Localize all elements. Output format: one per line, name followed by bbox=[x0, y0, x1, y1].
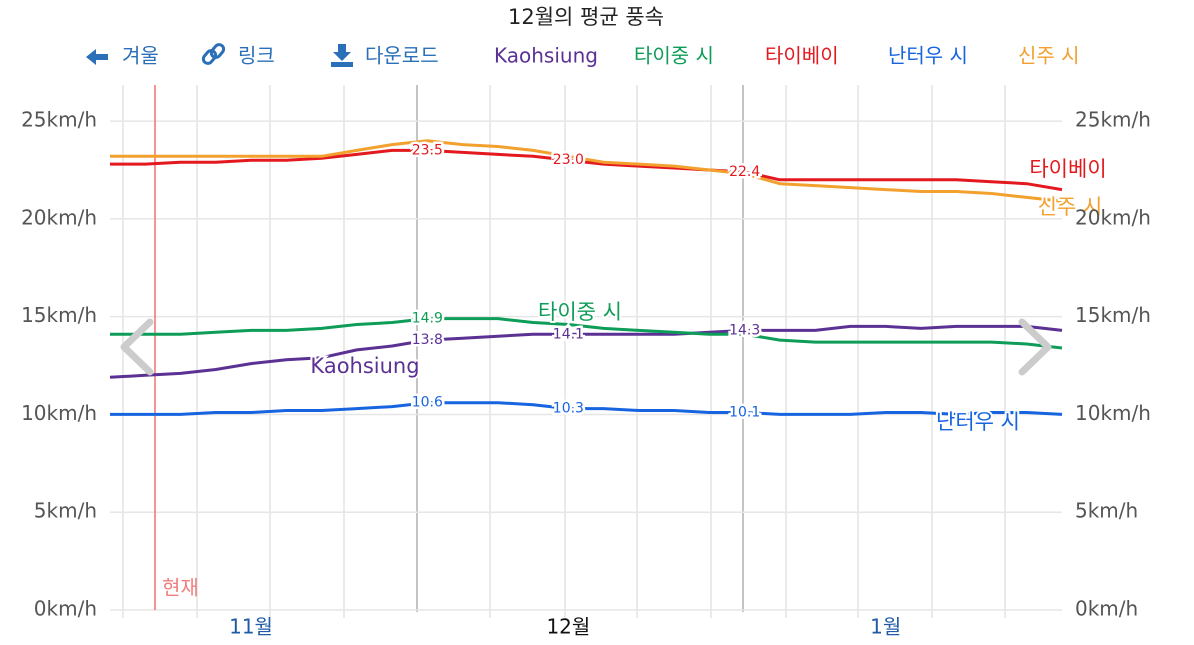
data-label: 13.8 bbox=[412, 332, 443, 348]
series-line bbox=[110, 148, 1063, 192]
data-label: 10.6 bbox=[412, 395, 443, 411]
y2-tick-label: 10km/h bbox=[1075, 401, 1151, 425]
y-tick-label: 5km/h bbox=[34, 499, 97, 523]
data-label: 22.4 bbox=[729, 164, 760, 180]
series-label: 타이중 시 bbox=[538, 300, 622, 324]
prev-arrow[interactable] bbox=[120, 318, 154, 376]
x-tick-label[interactable]: 11월 bbox=[229, 615, 273, 639]
series-line bbox=[110, 401, 1063, 416]
y-tick-label: 20km/h bbox=[21, 205, 97, 229]
legend-entry[interactable]: Kaohsiung bbox=[494, 44, 598, 68]
y2-tick-label: 0km/h bbox=[1075, 597, 1138, 621]
chart-title: 12월의 평균 풍속 bbox=[508, 5, 664, 29]
next-arrow[interactable] bbox=[1018, 318, 1052, 376]
y-tick-label: 10km/h bbox=[21, 401, 97, 425]
download-icon[interactable] bbox=[331, 44, 353, 67]
data-label: 14.9 bbox=[412, 311, 443, 327]
series-label: 난터우 시 bbox=[936, 410, 1020, 434]
x-tick-label[interactable]: 1월 bbox=[870, 615, 901, 639]
series-line bbox=[110, 139, 1063, 203]
y2-tick-label: 25km/h bbox=[1075, 108, 1151, 132]
data-label: 23.0 bbox=[553, 152, 584, 168]
data-label: 14.1 bbox=[553, 326, 584, 342]
link-icon[interactable] bbox=[201, 43, 226, 66]
y2-tick-label: 20km/h bbox=[1075, 205, 1151, 229]
y-tick-label: 25km/h bbox=[21, 108, 97, 132]
now-label: 현재 bbox=[162, 576, 199, 600]
plot: 현재 13.8 14.1 14.3 14.9 23.5 23.0 22.4 10.6 10.3 10… bbox=[109, 85, 1109, 610]
toolbar-download[interactable]: 다운로드 bbox=[365, 44, 439, 68]
y-tick-label: 0km/h bbox=[34, 597, 97, 621]
data-label: 10.3 bbox=[553, 401, 584, 417]
data-label: 23.5 bbox=[412, 142, 443, 158]
y2-tick-label: 15km/h bbox=[1075, 303, 1151, 327]
series-label: 신주 시 bbox=[1038, 195, 1103, 219]
data-label: 14.3 bbox=[729, 322, 760, 338]
legend-entry[interactable]: 타이베이 bbox=[765, 44, 839, 68]
data-label: 10.1 bbox=[729, 404, 760, 420]
y2-tick-label: 5km/h bbox=[1075, 499, 1138, 523]
series-line bbox=[109, 324, 1063, 379]
back-icon[interactable] bbox=[86, 49, 108, 65]
series-label: 타이베이 bbox=[1029, 157, 1106, 181]
x-tick-label: 12월 bbox=[546, 615, 590, 639]
legend-entry[interactable]: 난터우 시 bbox=[888, 44, 968, 68]
y-tick-label: 15km/h bbox=[21, 303, 97, 327]
legend-entry[interactable]: 타이중 시 bbox=[634, 44, 714, 68]
toolbar-winter[interactable]: 겨울 bbox=[122, 44, 159, 68]
series-label: Kaohsiung bbox=[310, 354, 419, 378]
grid bbox=[110, 85, 1062, 618]
legend-entry[interactable]: 신주 시 bbox=[1018, 44, 1080, 68]
toolbar-link[interactable]: 링크 bbox=[238, 44, 275, 68]
series-line bbox=[110, 317, 1063, 350]
